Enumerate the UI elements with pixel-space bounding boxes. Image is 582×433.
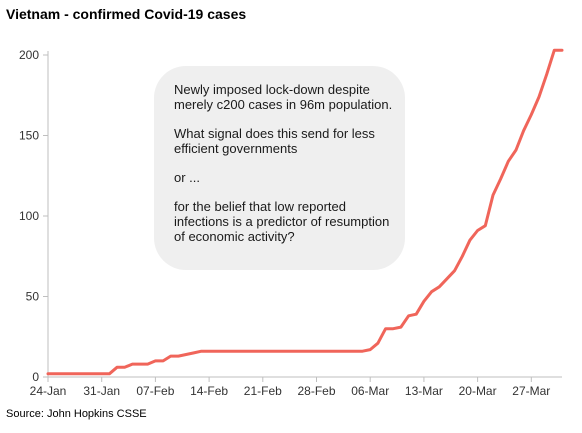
y-tick-label: 100 bbox=[19, 209, 39, 223]
annotation-line-1: Newly imposed lock-down despite merely c… bbox=[174, 82, 393, 112]
tick-labels: 0 50 100 150 200 24-Jan 31-Jan 07-Feb 14-Feb 21-F… bbox=[19, 48, 550, 398]
x-tick-label: 13-Mar bbox=[405, 384, 443, 398]
y-tick-label: 200 bbox=[19, 48, 39, 62]
x-tick-label: 21-Feb bbox=[244, 384, 282, 398]
axes bbox=[43, 51, 562, 382]
y-tick-label: 50 bbox=[26, 290, 40, 304]
annotation-line-4: for the belief that low reported infecti… bbox=[174, 199, 390, 244]
x-tick-label: 06-Mar bbox=[351, 384, 389, 398]
x-tick-label: 28-Feb bbox=[297, 384, 335, 398]
annotation-line-2: What signal does this send for less effi… bbox=[174, 126, 375, 156]
chart-source: Source: John Hopkins CSSE bbox=[6, 408, 147, 420]
series bbox=[46, 48, 564, 376]
x-tick-label: 07-Feb bbox=[136, 384, 174, 398]
x-tick-label: 14-Feb bbox=[190, 384, 228, 398]
chart-title: Vietnam - confirmed Covid-19 cases bbox=[6, 6, 247, 22]
y-tick-label: 150 bbox=[19, 129, 39, 143]
x-tick-label: 24-Jan bbox=[30, 384, 67, 398]
series-line-confirmed-cases bbox=[46, 48, 564, 376]
x-tick-label: 27-Mar bbox=[512, 384, 550, 398]
x-tick-label: 20-Mar bbox=[459, 384, 497, 398]
annotation-line-3: or ... bbox=[174, 170, 201, 185]
annotation-callout: Newly imposed lock-down despite merely c… bbox=[154, 66, 405, 270]
y-tick-label: 0 bbox=[32, 370, 39, 384]
x-tick-label: 31-Jan bbox=[83, 384, 120, 398]
